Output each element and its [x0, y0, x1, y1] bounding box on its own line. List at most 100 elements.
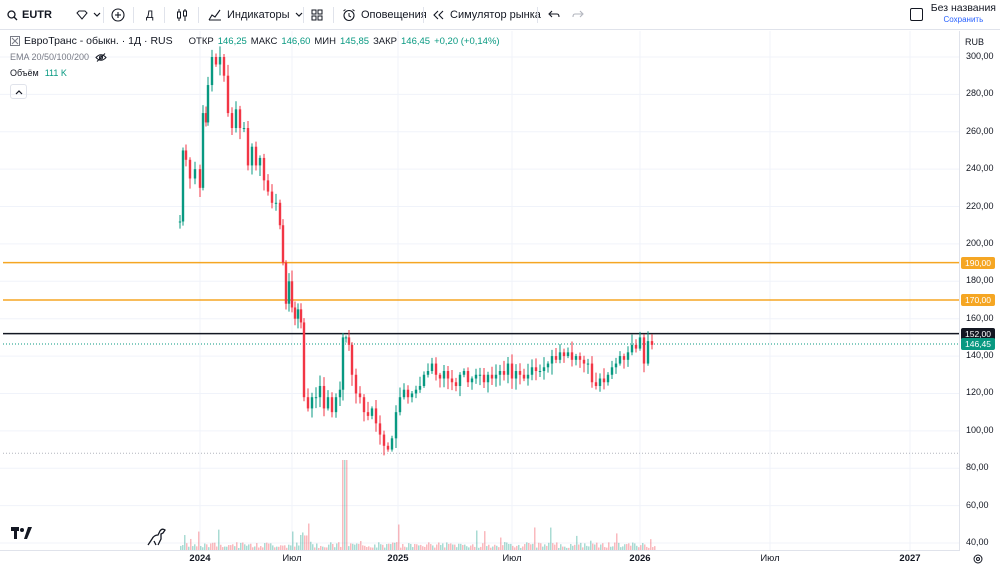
indicators-label: Индикаторы	[227, 9, 290, 21]
candle-body	[610, 367, 614, 375]
volume-bar	[420, 544, 422, 550]
volume-bar	[240, 542, 242, 550]
candle-body	[378, 423, 382, 435]
compare-button[interactable]	[111, 0, 125, 30]
tradingview-logo[interactable]	[11, 527, 33, 542]
candle-body	[302, 322, 306, 398]
volume-bar	[418, 545, 420, 550]
candle-body	[570, 352, 574, 360]
volume-bar	[330, 542, 332, 550]
volume-bar	[436, 544, 438, 550]
candle-body	[642, 337, 646, 364]
volume-bar	[484, 531, 486, 550]
volume-bar	[564, 546, 566, 550]
volume-bar	[212, 542, 214, 550]
candle-body	[630, 344, 634, 353]
redo-button[interactable]	[572, 0, 585, 30]
replay-button[interactable]: Симулятор рынка	[432, 0, 541, 30]
candle-body	[226, 75, 230, 114]
candle-body	[566, 352, 570, 357]
volume-bar	[304, 535, 306, 550]
volume-bar	[632, 542, 634, 550]
price-chart[interactable]	[0, 31, 1000, 568]
volume-bar	[492, 546, 494, 550]
volume-bar	[232, 544, 234, 550]
volume-bar	[444, 547, 446, 550]
volume-bar	[588, 546, 590, 550]
volume-bar	[286, 547, 288, 550]
time-tick-label: 2024	[189, 553, 211, 564]
volume-bar	[408, 543, 410, 550]
candle-body	[398, 397, 402, 413]
volume-bar	[332, 544, 334, 550]
volume-legend[interactable]: Объём 111 K	[10, 68, 67, 78]
volume-bar	[372, 547, 374, 550]
symbol-search[interactable]: EUTR	[4, 4, 70, 26]
search-icon	[7, 9, 18, 20]
volume-bar	[266, 542, 268, 550]
candle-body	[274, 202, 278, 204]
volume-bar	[572, 545, 574, 550]
chart-type-button[interactable]	[176, 0, 188, 30]
interval-label: Д	[146, 9, 154, 21]
volume-bar	[350, 543, 352, 550]
volume-bar	[620, 547, 622, 550]
time-tick-label: 2026	[629, 553, 651, 564]
undo-button[interactable]	[547, 0, 560, 30]
save-link[interactable]: Сохранить	[943, 15, 984, 24]
candle-body	[210, 57, 214, 86]
currency-label[interactable]: RUB	[965, 37, 985, 47]
symbol-name: EUTR	[22, 9, 52, 21]
candle-body	[418, 385, 422, 390]
volume-bar	[242, 542, 244, 550]
volume-bar	[338, 542, 340, 550]
plus-circle-icon	[111, 8, 125, 22]
volume-bar	[562, 546, 564, 550]
symbol-title[interactable]: ЕвроТранс - обыкн. · 1Д · RUS	[24, 35, 173, 47]
indicators-button[interactable]: Индикаторы	[208, 0, 303, 30]
undo-icon	[548, 10, 560, 18]
volume-bar	[614, 542, 616, 550]
chart-pane[interactable]	[0, 31, 1000, 568]
candle-body	[550, 356, 554, 364]
candle-body	[201, 113, 205, 188]
candle-body	[402, 389, 406, 398]
volume-bar	[652, 547, 654, 550]
alarm-clock-icon	[343, 9, 355, 22]
gear-icon[interactable]	[972, 553, 984, 565]
ema-legend[interactable]: EMA 20/50/100/200	[10, 52, 107, 62]
volume-bar	[466, 546, 468, 550]
volume-bar	[322, 546, 324, 550]
favorites-button[interactable]	[76, 0, 101, 30]
alerts-button[interactable]: Оповещения	[342, 0, 427, 30]
layouts-button[interactable]	[311, 0, 323, 30]
volume-bar	[366, 547, 368, 550]
eye-crossed-icon[interactable]	[95, 52, 107, 62]
candle-body	[622, 356, 626, 360]
volume-bar	[628, 543, 630, 550]
volume-bar	[376, 547, 378, 550]
candle-body	[390, 438, 394, 450]
candle-body	[293, 307, 297, 319]
volume-bar	[342, 460, 344, 550]
layout-title: Без названия	[930, 2, 996, 14]
layout-save[interactable]: Без названия Сохранить	[909, 2, 996, 25]
candle-body	[306, 397, 310, 409]
toolbar-divider	[133, 7, 134, 23]
volume-bar	[208, 547, 210, 550]
legend-collapse-button[interactable]	[10, 84, 27, 99]
volume-bar	[602, 543, 604, 550]
volume-bar	[334, 547, 336, 550]
interval-button[interactable]: Д	[146, 0, 153, 30]
candle-body	[242, 128, 246, 130]
volume-bar	[216, 546, 218, 550]
volume-bar	[396, 542, 398, 550]
candle-body	[181, 150, 185, 222]
volume-bar	[500, 537, 502, 550]
candle-body	[538, 371, 542, 373]
dinosaur-icon[interactable]	[146, 527, 168, 547]
candle-body	[430, 363, 434, 372]
toolbar-divider	[537, 7, 538, 23]
layout-checkbox[interactable]	[909, 7, 923, 21]
candle-body	[314, 397, 318, 399]
